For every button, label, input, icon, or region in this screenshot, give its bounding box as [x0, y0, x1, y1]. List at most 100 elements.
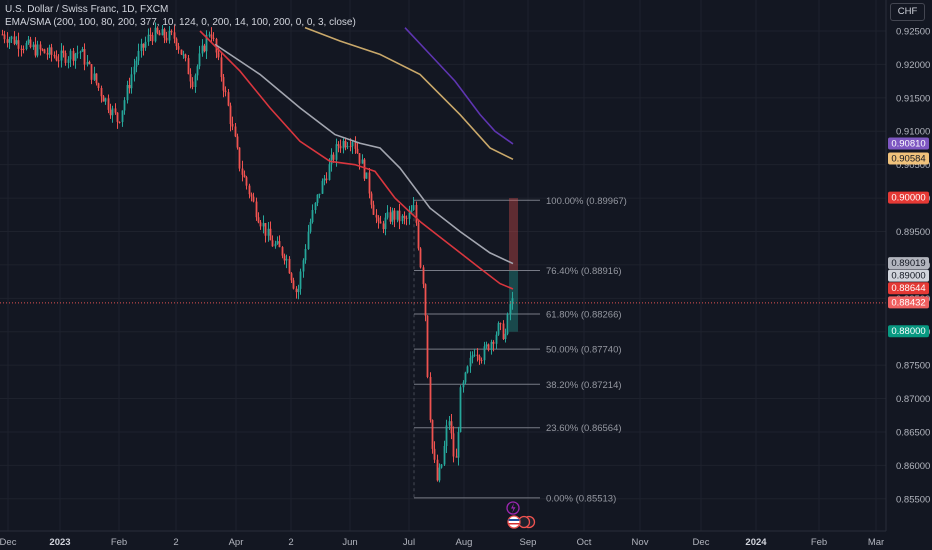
candle-body [323, 178, 326, 181]
candle-body [506, 313, 509, 334]
candle-body [229, 105, 232, 125]
candle-body [137, 50, 140, 61]
candle-body [372, 204, 375, 215]
price-badge [888, 325, 929, 338]
candle-body [440, 464, 443, 468]
symbol-legend[interactable]: U.S. Dollar / Swiss Franc, 1D, FXCM [5, 4, 169, 15]
candle-body [351, 142, 354, 147]
candle-body [342, 141, 345, 149]
candle-body [20, 48, 23, 50]
candle-body [346, 146, 349, 148]
candle-body [76, 52, 79, 54]
candle-body [410, 209, 413, 213]
candle-body [189, 74, 192, 82]
candle-body [311, 209, 314, 223]
indicator-legend[interactable]: EMA/SMA (200, 100, 80, 200, 377, 10, 124… [5, 17, 356, 28]
candle-body [142, 43, 145, 48]
price-badge [888, 152, 929, 165]
price-badge [888, 269, 929, 282]
candle-body [396, 210, 399, 220]
candle-body [205, 34, 208, 52]
y-tick-label: 0.89500 [896, 227, 930, 238]
candle-body [415, 204, 418, 223]
price-badge [888, 296, 929, 309]
candle-body [452, 433, 455, 457]
x-tick-label: Apr [229, 537, 244, 548]
candle-body [64, 53, 67, 63]
candle-body [502, 323, 505, 340]
candle-body [149, 34, 152, 36]
candle-body [236, 136, 239, 148]
candle-body [408, 212, 411, 219]
candle-body [377, 217, 380, 222]
sma-purple-line [404, 27, 514, 145]
y-tick-label: 0.87500 [896, 361, 930, 372]
candle-body [241, 168, 244, 175]
candle-body [161, 29, 164, 36]
price-badge [888, 137, 929, 150]
x-tick-label: Oct [577, 537, 592, 548]
y-tick-label: 0.91500 [896, 93, 930, 104]
candle-body [422, 267, 425, 285]
candle-body [448, 421, 451, 426]
candle-body [476, 354, 479, 357]
candle-body [116, 112, 119, 122]
candle-body [485, 344, 488, 347]
candle-body [8, 39, 11, 43]
candle-body [473, 354, 476, 356]
candle-body [27, 39, 30, 44]
candle-body [135, 60, 138, 67]
candle-body [363, 159, 366, 179]
candle-body [147, 34, 150, 42]
short-position-box[interactable] [509, 198, 518, 332]
candle-body [398, 210, 401, 222]
candle-body [431, 420, 434, 449]
y-tick-label: 0.92500 [896, 27, 930, 38]
event-markers[interactable] [506, 501, 536, 529]
x-tick-label: 2 [173, 537, 178, 548]
candle-body [429, 376, 432, 421]
sma-yellow-line [304, 26, 514, 161]
candle-body [175, 38, 178, 47]
candle-body [436, 459, 439, 481]
candle-body [356, 148, 359, 154]
candle-body [361, 159, 364, 164]
candle-body [111, 108, 114, 116]
currency-button[interactable]: CHF [890, 3, 925, 21]
price-badge-label: 0.90810 [891, 138, 925, 149]
candle-body [100, 88, 103, 97]
candle-body [330, 154, 333, 165]
candle-body [297, 288, 300, 293]
price-badge [888, 282, 929, 295]
x-tick-label: 2024 [745, 537, 767, 548]
candle-body [250, 194, 253, 197]
candle-body [480, 359, 483, 361]
x-tick-label: 2 [288, 537, 293, 548]
candle-body [499, 323, 502, 325]
price-badge-label: 0.90000 [891, 193, 925, 204]
candle-body [168, 30, 171, 41]
candle-body [53, 54, 56, 57]
fib-level-label: 100.00% (0.89967) [546, 196, 627, 207]
target-zone [509, 270, 518, 332]
y-tick-label: 0.91000 [896, 127, 930, 138]
candle-body [271, 240, 274, 247]
candle-body [276, 241, 279, 244]
candle-body [379, 221, 382, 224]
x-tick-label: Dec [0, 537, 17, 548]
candle-body [128, 84, 131, 89]
candle-body [170, 30, 173, 33]
candle-body [60, 50, 63, 61]
x-tick-label: Sep [520, 537, 537, 548]
candle-body [424, 284, 427, 316]
candle-body [104, 98, 107, 102]
candle-body [511, 298, 514, 305]
candle-body [292, 280, 295, 289]
candle-body [299, 271, 302, 289]
fibonacci-retracement[interactable]: 100.00% (0.89967) 76.40% (0.88916) 61.80% … [413, 196, 627, 505]
candle-body [464, 372, 467, 383]
candle-body [90, 64, 93, 80]
candle-body [118, 121, 121, 123]
candle-body [325, 178, 328, 180]
